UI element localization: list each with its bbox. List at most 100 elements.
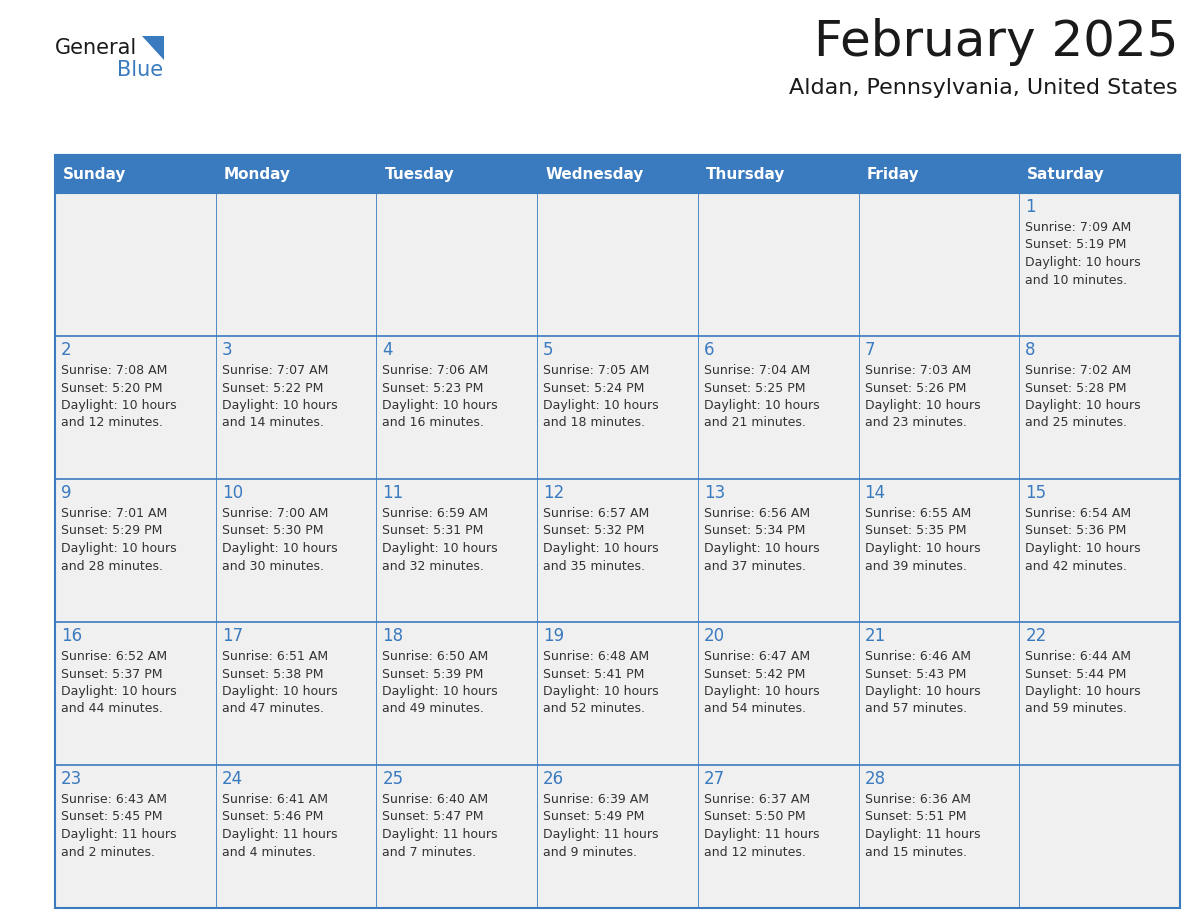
Text: Sunset: 5:29 PM: Sunset: 5:29 PM xyxy=(61,524,163,538)
Text: and 52 minutes.: and 52 minutes. xyxy=(543,702,645,715)
Text: Daylight: 10 hours: Daylight: 10 hours xyxy=(383,542,498,555)
Text: Sunrise: 6:48 AM: Sunrise: 6:48 AM xyxy=(543,650,650,663)
Text: 25: 25 xyxy=(383,770,404,788)
Text: Sunset: 5:28 PM: Sunset: 5:28 PM xyxy=(1025,382,1126,395)
Text: 12: 12 xyxy=(543,484,564,502)
Text: 13: 13 xyxy=(703,484,725,502)
Text: 10: 10 xyxy=(222,484,242,502)
Text: and 10 minutes.: and 10 minutes. xyxy=(1025,274,1127,286)
Text: and 25 minutes.: and 25 minutes. xyxy=(1025,417,1127,430)
Text: and 16 minutes.: and 16 minutes. xyxy=(383,417,485,430)
Bar xyxy=(55,336,216,479)
Text: and 9 minutes.: and 9 minutes. xyxy=(543,845,637,858)
Text: Sunrise: 7:01 AM: Sunrise: 7:01 AM xyxy=(61,507,168,520)
Text: Sunrise: 6:59 AM: Sunrise: 6:59 AM xyxy=(383,507,488,520)
Text: Sunrise: 7:08 AM: Sunrise: 7:08 AM xyxy=(61,364,168,377)
Text: Tuesday: Tuesday xyxy=(385,166,454,182)
Text: and 2 minutes.: and 2 minutes. xyxy=(61,845,154,858)
Bar xyxy=(537,193,697,336)
Text: Thursday: Thursday xyxy=(706,166,785,182)
Text: Sunset: 5:30 PM: Sunset: 5:30 PM xyxy=(222,524,323,538)
Text: Sunset: 5:51 PM: Sunset: 5:51 PM xyxy=(865,811,966,823)
Bar xyxy=(55,155,1180,908)
Text: General: General xyxy=(55,38,138,58)
Text: Daylight: 10 hours: Daylight: 10 hours xyxy=(383,399,498,412)
Text: Monday: Monday xyxy=(223,166,291,182)
Text: Daylight: 10 hours: Daylight: 10 hours xyxy=(1025,542,1140,555)
Text: Daylight: 11 hours: Daylight: 11 hours xyxy=(222,828,337,841)
Text: Sunset: 5:44 PM: Sunset: 5:44 PM xyxy=(1025,667,1126,680)
Text: Sunrise: 7:02 AM: Sunrise: 7:02 AM xyxy=(1025,364,1131,377)
Text: Sunset: 5:25 PM: Sunset: 5:25 PM xyxy=(703,382,805,395)
Text: Sunset: 5:34 PM: Sunset: 5:34 PM xyxy=(703,524,805,538)
Text: Sunset: 5:26 PM: Sunset: 5:26 PM xyxy=(865,382,966,395)
Bar xyxy=(1019,765,1180,908)
Bar xyxy=(55,193,216,336)
Text: Sunset: 5:22 PM: Sunset: 5:22 PM xyxy=(222,382,323,395)
Bar xyxy=(537,765,697,908)
Text: Sunset: 5:47 PM: Sunset: 5:47 PM xyxy=(383,811,484,823)
Text: Sunrise: 7:03 AM: Sunrise: 7:03 AM xyxy=(865,364,971,377)
Text: Daylight: 11 hours: Daylight: 11 hours xyxy=(61,828,177,841)
Bar xyxy=(859,193,1019,336)
Bar xyxy=(1019,336,1180,479)
Text: Sunrise: 7:09 AM: Sunrise: 7:09 AM xyxy=(1025,221,1131,234)
Bar xyxy=(537,336,697,479)
Bar xyxy=(859,622,1019,765)
Text: 4: 4 xyxy=(383,341,393,359)
Text: Daylight: 10 hours: Daylight: 10 hours xyxy=(61,685,177,698)
Text: Sunrise: 6:43 AM: Sunrise: 6:43 AM xyxy=(61,793,168,806)
Text: Daylight: 10 hours: Daylight: 10 hours xyxy=(543,685,659,698)
Text: Daylight: 10 hours: Daylight: 10 hours xyxy=(1025,399,1140,412)
Text: Daylight: 11 hours: Daylight: 11 hours xyxy=(543,828,658,841)
Text: Sunset: 5:46 PM: Sunset: 5:46 PM xyxy=(222,811,323,823)
Text: Sunset: 5:23 PM: Sunset: 5:23 PM xyxy=(383,382,484,395)
Text: Sunset: 5:20 PM: Sunset: 5:20 PM xyxy=(61,382,163,395)
Text: Sunset: 5:32 PM: Sunset: 5:32 PM xyxy=(543,524,645,538)
Text: 6: 6 xyxy=(703,341,714,359)
Polygon shape xyxy=(143,36,164,60)
Text: Sunset: 5:41 PM: Sunset: 5:41 PM xyxy=(543,667,645,680)
Text: Sunrise: 6:47 AM: Sunrise: 6:47 AM xyxy=(703,650,810,663)
Text: 17: 17 xyxy=(222,627,242,645)
Text: Daylight: 10 hours: Daylight: 10 hours xyxy=(61,399,177,412)
Text: 5: 5 xyxy=(543,341,554,359)
Bar xyxy=(1019,193,1180,336)
Text: and 42 minutes.: and 42 minutes. xyxy=(1025,559,1127,573)
Bar xyxy=(55,479,216,622)
Text: Daylight: 10 hours: Daylight: 10 hours xyxy=(1025,256,1140,269)
Bar xyxy=(216,479,377,622)
Text: Sunrise: 6:51 AM: Sunrise: 6:51 AM xyxy=(222,650,328,663)
Bar xyxy=(1019,479,1180,622)
Text: Sunrise: 6:56 AM: Sunrise: 6:56 AM xyxy=(703,507,810,520)
Bar xyxy=(377,336,537,479)
Text: and 57 minutes.: and 57 minutes. xyxy=(865,702,967,715)
Text: February 2025: February 2025 xyxy=(814,18,1178,66)
Text: and 32 minutes.: and 32 minutes. xyxy=(383,559,485,573)
Bar xyxy=(377,765,537,908)
Bar xyxy=(55,765,216,908)
Text: Sunrise: 6:57 AM: Sunrise: 6:57 AM xyxy=(543,507,650,520)
Text: and 49 minutes.: and 49 minutes. xyxy=(383,702,485,715)
Text: Sunrise: 7:07 AM: Sunrise: 7:07 AM xyxy=(222,364,328,377)
Text: Daylight: 10 hours: Daylight: 10 hours xyxy=(703,399,820,412)
Bar xyxy=(216,765,377,908)
Bar xyxy=(697,622,859,765)
Bar xyxy=(859,479,1019,622)
Text: Sunrise: 6:52 AM: Sunrise: 6:52 AM xyxy=(61,650,168,663)
Bar xyxy=(859,336,1019,479)
Text: Friday: Friday xyxy=(866,166,920,182)
Text: Sunset: 5:49 PM: Sunset: 5:49 PM xyxy=(543,811,645,823)
Bar xyxy=(216,193,377,336)
Text: and 44 minutes.: and 44 minutes. xyxy=(61,702,163,715)
Text: Daylight: 10 hours: Daylight: 10 hours xyxy=(222,685,337,698)
Text: Daylight: 10 hours: Daylight: 10 hours xyxy=(543,399,659,412)
Bar xyxy=(216,622,377,765)
Text: Sunrise: 6:50 AM: Sunrise: 6:50 AM xyxy=(383,650,488,663)
Text: Sunset: 5:50 PM: Sunset: 5:50 PM xyxy=(703,811,805,823)
Text: Daylight: 10 hours: Daylight: 10 hours xyxy=(222,542,337,555)
Text: and 4 minutes.: and 4 minutes. xyxy=(222,845,316,858)
Text: and 39 minutes.: and 39 minutes. xyxy=(865,559,967,573)
Bar xyxy=(697,765,859,908)
Text: Daylight: 10 hours: Daylight: 10 hours xyxy=(61,542,177,555)
